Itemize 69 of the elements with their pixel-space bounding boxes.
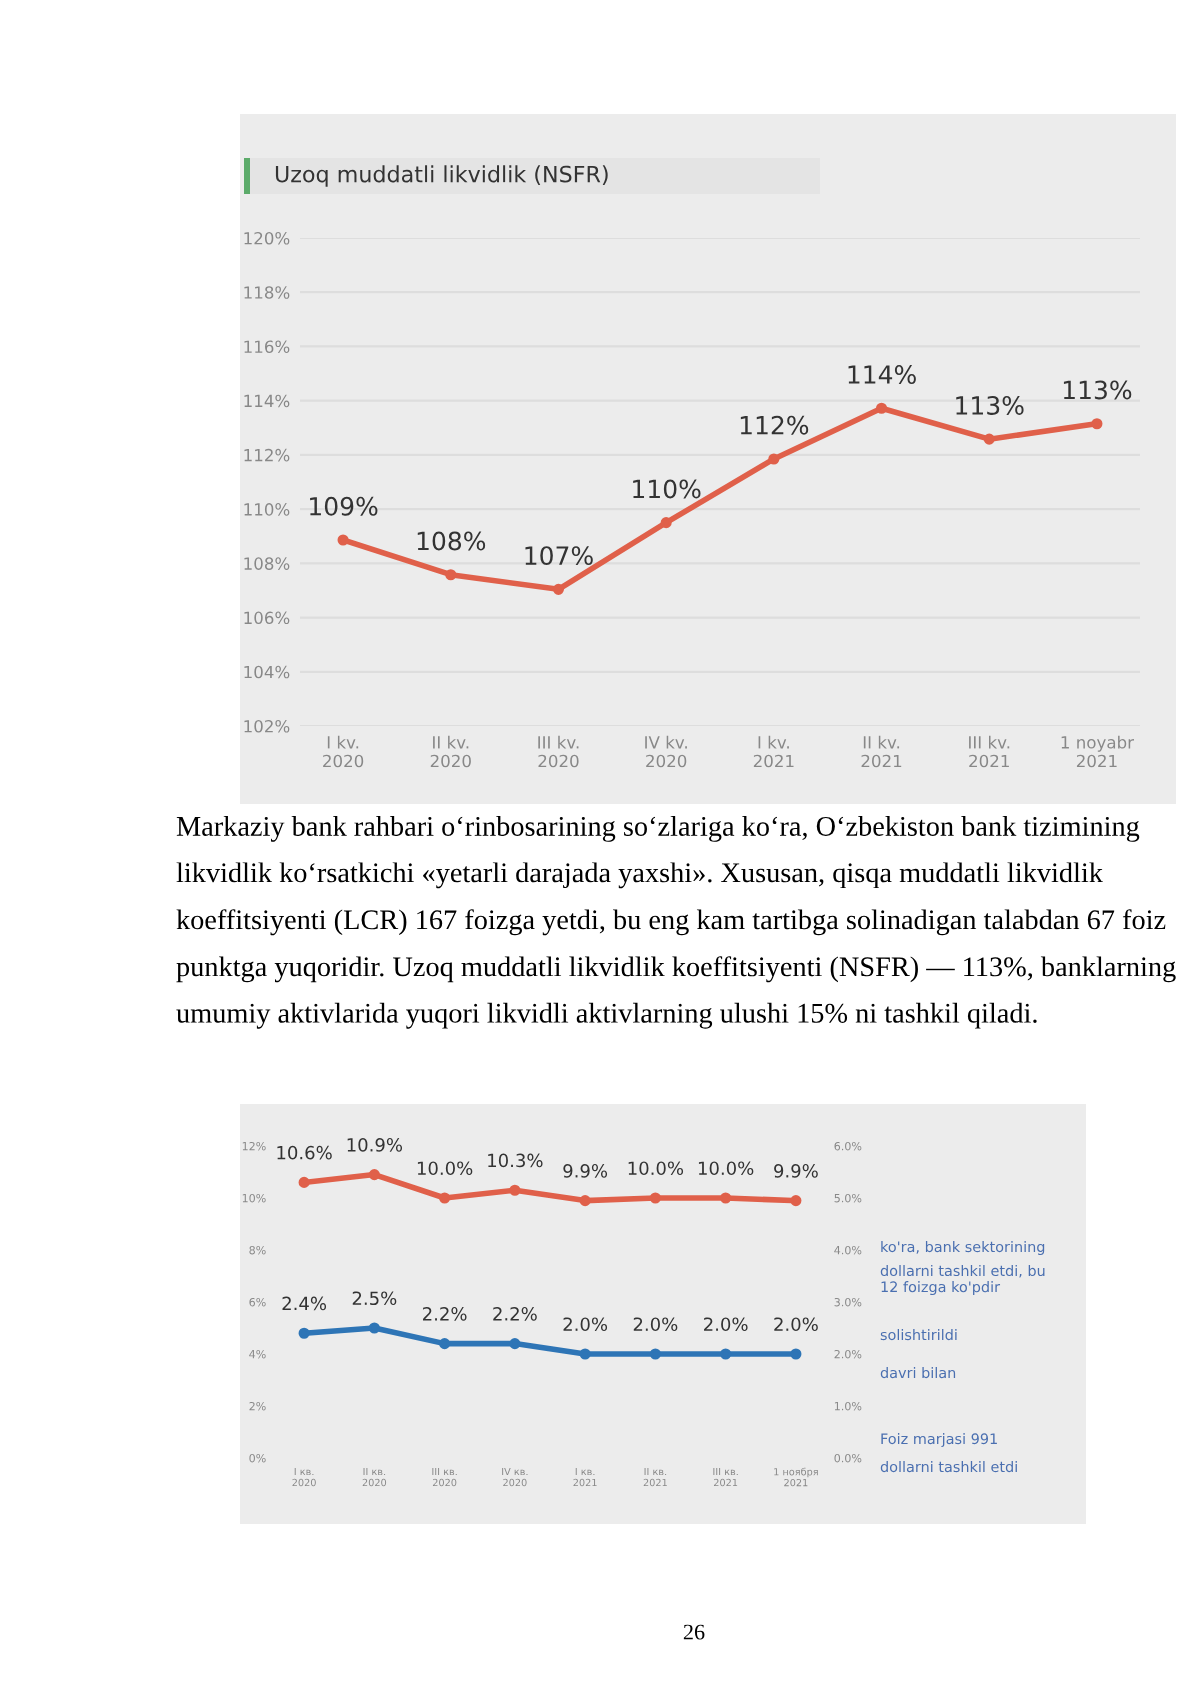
data-label: 10.0% — [698, 1161, 754, 1176]
data-label: 10.3% — [488, 1153, 543, 1168]
point — [579, 1348, 591, 1360]
data-label: 2.2% — [493, 1307, 537, 1321]
chart-title: Uzoq muddatli likvidlik (NSFR) — [275, 165, 608, 187]
data-label: 2.2% — [423, 1307, 467, 1321]
point — [720, 1348, 732, 1360]
data-label: 2.0% — [704, 1317, 748, 1332]
point — [298, 1327, 310, 1339]
data-label: 2.0% — [774, 1317, 818, 1332]
y-tick-label: 106% — [244, 611, 290, 625]
data-label: 109% — [310, 496, 378, 516]
data-label: 9.9% — [563, 1164, 608, 1178]
x-tick-label: II kv. 2020 — [430, 735, 471, 768]
point — [445, 569, 457, 581]
y-tick-label: 108% — [244, 557, 290, 570]
y-tick-label: 104% — [244, 665, 290, 679]
data-label: 112% — [740, 415, 809, 435]
x-tick-label: I kv. 2020 — [323, 735, 364, 768]
data-label: 2.4% — [282, 1296, 327, 1311]
x-tick-label: 1 noyabr 2021 — [1061, 735, 1135, 768]
data-label: 10.6% — [277, 1145, 332, 1160]
point — [579, 1195, 591, 1207]
data-label: 10.0% — [417, 1161, 473, 1176]
point — [1091, 418, 1103, 430]
point — [649, 1192, 661, 1204]
point — [768, 453, 780, 465]
data-label: 2.0% — [563, 1317, 608, 1332]
data-label: 2.0% — [633, 1317, 678, 1332]
point — [439, 1192, 451, 1204]
data-label: 114% — [848, 365, 916, 384]
text: 26 — [683, 1624, 705, 1640]
x-tick-label: I kv. 2021 — [753, 735, 794, 768]
point — [368, 1169, 380, 1181]
point — [368, 1322, 380, 1334]
y-tick-label: 120% — [244, 231, 290, 245]
point — [660, 517, 672, 529]
x-tick-label: III kv. 2021 — [969, 735, 1010, 768]
point — [509, 1338, 521, 1350]
y-tick-label: 118% — [244, 286, 290, 299]
x-tick-label: IV kv. 2020 — [645, 735, 687, 768]
data-label: 10.0% — [628, 1161, 684, 1176]
point — [298, 1176, 310, 1188]
data-label: 110% — [633, 479, 701, 499]
data-label: 2.5% — [352, 1291, 397, 1306]
point — [439, 1338, 451, 1350]
x-tick-label: III kv. 2020 — [538, 735, 579, 768]
point — [509, 1184, 521, 1196]
data-label: 10.9% — [347, 1138, 403, 1152]
data-label: 107% — [525, 546, 593, 566]
point — [790, 1195, 802, 1207]
point — [552, 583, 565, 595]
point — [720, 1192, 732, 1204]
data-label: 113% — [956, 395, 1024, 415]
point — [983, 433, 995, 445]
data-label: 108% — [417, 531, 486, 551]
x-tick-label: II kv. 2021 — [861, 735, 902, 768]
text: Markaziy bank rahbari o‘rinbosarining so‘zlariga ko‘ra, O‘zbekiston bank tizimining likvidlik ko‘rsatkichi «yetarli darajada yaxshi». Xususan, qisqa muddatli likvidlik koeffitsiyenti (LCR) 167 foizga yetdi, bu eng kam tartibga solinadigan talabdan 67 foiz punktga yuqoridir. Uzoq muddatli likvidlik koeffitsiyenti (NSFR) — 113%, banklarning umumiy aktivlarida yuqori likvidli aktivlarning ulushi 15% ni tashkil qiladi. — [176, 816, 1176, 1029]
point — [875, 402, 888, 414]
y-tick-label: 112% — [244, 448, 290, 462]
point — [337, 534, 349, 546]
y-tick-label: 116% — [244, 340, 290, 354]
point — [790, 1348, 802, 1360]
y-tick-label: 114% — [244, 394, 290, 408]
y-tick-label: 110% — [244, 503, 290, 516]
point — [649, 1348, 661, 1360]
data-label: 9.9% — [774, 1164, 818, 1178]
data-label: 113% — [1063, 380, 1132, 400]
y-tick-label: 102% — [244, 719, 290, 733]
